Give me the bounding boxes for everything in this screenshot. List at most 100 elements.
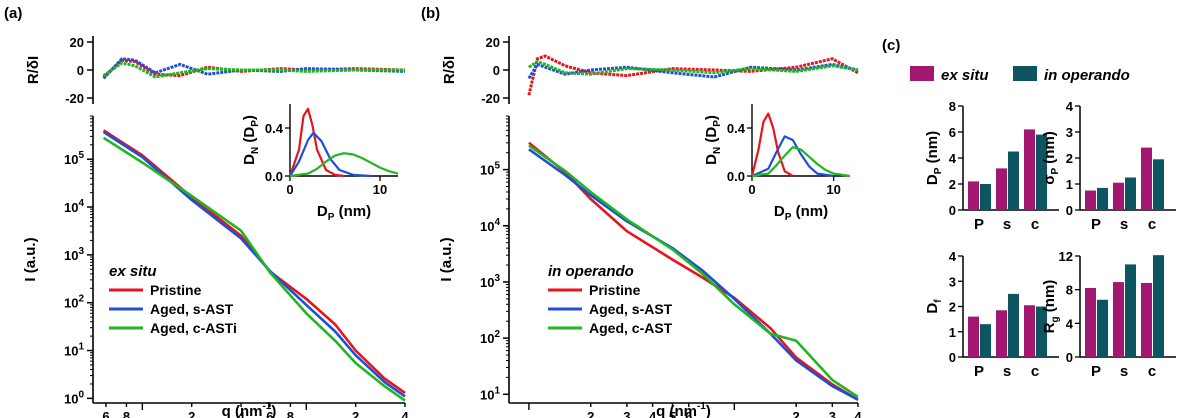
bar-in-operando-P <box>980 184 991 210</box>
x-axis-label: q (nm-1) <box>656 401 711 418</box>
residual-trace <box>102 61 405 79</box>
condition-label: ex situ <box>109 263 157 280</box>
inset-series-line <box>289 131 372 178</box>
bar-category-label: s <box>1120 363 1128 380</box>
panel-a-residuals: 20 0 -20 R/δI <box>25 35 406 106</box>
bar-y-tick-label: 4 <box>949 151 957 166</box>
res-y-label: R/δI <box>441 56 458 84</box>
inset-series-line <box>750 112 794 177</box>
bar-y-tick-label: 0 <box>1066 203 1073 218</box>
res-y-tick-label: -20 <box>65 91 84 106</box>
bar-in-operando-c <box>1153 159 1164 210</box>
x-tick-label: 3 <box>829 409 836 418</box>
bar-ex-situ-P <box>968 316 979 357</box>
bar-category-label: c <box>1148 216 1156 233</box>
bar-y-tick-label: 1 <box>1066 177 1073 192</box>
inset-series-line <box>288 107 345 178</box>
bar-ex-situ-c <box>1141 282 1152 357</box>
legend-label: Pristine <box>589 282 641 298</box>
x-tick-label: 3 <box>623 409 630 418</box>
bar-in-operando-P <box>980 324 991 357</box>
bar-ex-situ-c <box>1024 305 1035 357</box>
inset-y-tick-label: 0.0 <box>265 169 283 184</box>
x-tick-label: 4 <box>401 409 409 418</box>
series-line-aged-c-asti <box>102 136 406 402</box>
bar-y-tick-label: 2 <box>1066 151 1073 166</box>
bar-in-operando-c <box>1036 134 1047 210</box>
bar-category-label: c <box>1031 216 1039 233</box>
y-tick-label: 103 <box>64 246 84 263</box>
y-tick-label: 102 <box>64 294 84 311</box>
bar-y-tick-label: 8 <box>1066 283 1073 298</box>
y-tick-label: 103 <box>480 273 500 290</box>
y-tick-label: 104 <box>64 198 84 215</box>
inset-x-tick-label: 10 <box>826 182 840 197</box>
bar-ex-situ-s <box>996 310 1007 357</box>
inset-x-tick-label: 10 <box>373 182 387 197</box>
bar-y-label: σP (nm) <box>1041 131 1061 185</box>
inset-x-tick-label: 0 <box>748 182 755 197</box>
panel-label-a: (a) <box>4 5 22 22</box>
x-tick-label: 5 <box>669 409 676 418</box>
inset-x-label: DP (nm) <box>774 203 828 223</box>
x-tick-label: 6 <box>266 409 273 418</box>
bar-ex-situ-s <box>996 168 1007 210</box>
x-tick-label: 6 <box>102 409 109 418</box>
series-line-aged-s-ast <box>528 148 859 401</box>
panel-b-scattering-plot: 1011021031041050.1234561234I (a.u.)q (nm… <box>438 115 862 418</box>
bar-category-label: c <box>1148 363 1156 380</box>
y-tick-label: 101 <box>64 342 84 359</box>
panel-c-legend: ex situ in operando <box>910 66 1130 84</box>
bar-ex-situ-s <box>1113 282 1124 357</box>
inset-y-tick-label: 0.0 <box>727 169 745 184</box>
bar-y-label: DP (nm) <box>924 131 944 185</box>
res-y-tick-label: 20 <box>486 35 500 50</box>
bar-y-tick-label: 2 <box>949 177 956 192</box>
bar-ex-situ-P <box>968 181 979 210</box>
inset-series-line <box>751 146 851 178</box>
panel-label-b: (b) <box>421 5 440 22</box>
panel-label-c: (c) <box>882 37 900 54</box>
residual-trace <box>527 54 859 96</box>
bar-y-tick-label: 4 <box>949 249 957 264</box>
y-axis-label: I (a.u.) <box>22 237 39 281</box>
legend-label: Aged, s-AST <box>589 301 673 317</box>
x-tick-label: 2 <box>793 409 800 418</box>
inset-x-tick-label: 0 <box>286 182 293 197</box>
bar-y-tick-label: 0 <box>949 350 956 365</box>
bar-in-operando-s <box>1125 264 1136 357</box>
legend-label: Aged, c-AST <box>589 320 673 336</box>
series-line-aged-c-ast <box>528 144 859 398</box>
inset-y-tick-label: 0.4 <box>727 121 746 136</box>
panel-b-size-distribution-inset: 0.0 0.4 0 10 DN (DP) DP (nm) <box>703 104 851 223</box>
bar-y-tick-label: 6 <box>949 125 956 140</box>
inset-y-tick-label: 0.4 <box>265 121 284 136</box>
bar-category-label: P <box>974 216 984 233</box>
panel-a-scattering-plot: 100101102103104105680.12468124I (a.u.)q … <box>22 115 409 418</box>
res-y-tick-label: 0 <box>493 63 500 78</box>
residual-trace <box>528 59 859 76</box>
panel-b-legend: in operando Pristine Aged, s-AST Aged, c-AS… <box>548 263 673 336</box>
panel-a-size-distribution-inset: 0.0 0.4 0 10 DN (DP) DP (nm) <box>241 104 399 223</box>
legend-label: Aged, s-AST <box>150 301 234 317</box>
panel-a-legend: ex situ Pristine Aged, s-AST Aged, c-ASTi <box>109 263 237 336</box>
bar-category-label: P <box>974 363 984 380</box>
bar-in-operando-P <box>1097 187 1108 210</box>
inset-y-label: DN (DP) <box>703 115 723 165</box>
bar-ex-situ-c <box>1024 129 1035 210</box>
bar-y-label: Rg (nm) <box>1041 280 1061 334</box>
y-tick-label: 105 <box>64 150 84 167</box>
x-tick-label: 8 <box>287 409 294 418</box>
bar-y-tick-label: 4 <box>1066 99 1074 114</box>
legend-label: Aged, c-ASTi <box>150 320 237 336</box>
x-tick-label: 8 <box>123 409 130 418</box>
legend-swatch-ex-situ <box>910 66 934 81</box>
bar-y-tick-label: 3 <box>1066 125 1073 140</box>
bar-y-tick-label: 12 <box>1059 249 1073 264</box>
bar-y-label: Df <box>924 299 944 314</box>
res-y-tick-label: 0 <box>77 63 84 78</box>
bar-category-label: s <box>1003 216 1011 233</box>
bar-ex-situ-P <box>1085 190 1096 210</box>
bar-in-operando-P <box>1097 299 1108 357</box>
